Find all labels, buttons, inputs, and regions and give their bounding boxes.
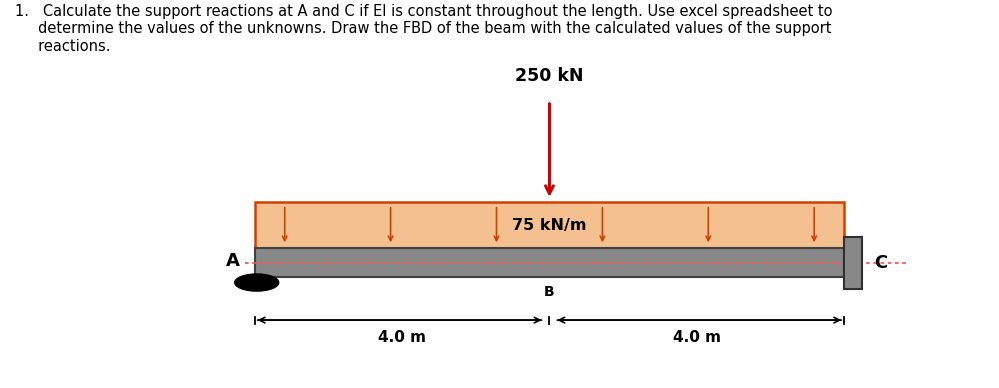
Text: B: B bbox=[544, 285, 554, 299]
Text: 1.   Calculate the support reactions at A and C if EI is constant throughout the: 1. Calculate the support reactions at A … bbox=[15, 4, 832, 54]
Text: 4.0 m: 4.0 m bbox=[378, 330, 427, 345]
Bar bbox=[255, 248, 844, 277]
Text: C: C bbox=[874, 254, 887, 272]
Bar bbox=[844, 237, 862, 289]
Text: 250 kN: 250 kN bbox=[515, 68, 583, 85]
Bar bbox=[255, 202, 844, 248]
Text: A: A bbox=[226, 252, 240, 270]
Text: 4.0 m: 4.0 m bbox=[672, 330, 721, 345]
Circle shape bbox=[235, 274, 279, 291]
Text: 75 kN/m: 75 kN/m bbox=[512, 218, 586, 232]
